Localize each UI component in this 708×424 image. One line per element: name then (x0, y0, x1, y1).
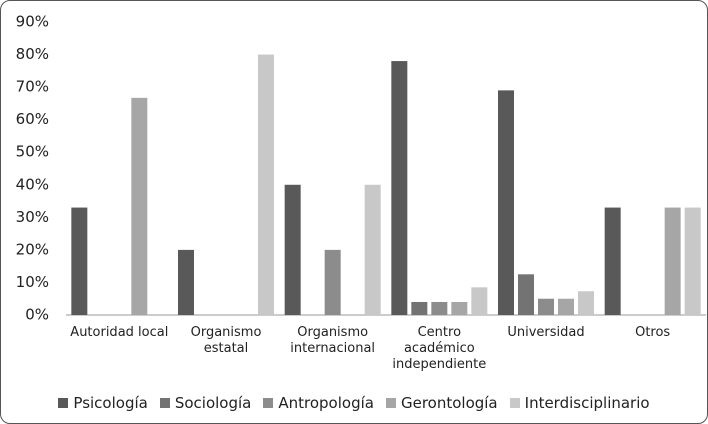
legend-item: Psicología (58, 394, 148, 412)
legend-swatch (58, 398, 69, 408)
legend-label: Sociología (174, 394, 252, 412)
bar (284, 184, 301, 315)
y-tick-label: 10% (16, 273, 49, 291)
x-tick-label: Centro académico independiente (392, 325, 487, 372)
legend-item: Interdisciplinario (509, 394, 650, 412)
bar (431, 301, 448, 315)
legend-label: Interdisciplinario (524, 394, 650, 412)
bar (411, 301, 428, 315)
y-tick-label: 20% (16, 240, 49, 258)
bar (324, 249, 341, 315)
x-tick-label: Autoridad local (70, 325, 169, 340)
x-tick-label: Universidad (507, 325, 585, 340)
legend-item: Antropología (263, 394, 374, 412)
legend: Psicología Sociología Antropología Gerontol… (1, 394, 707, 412)
bar (664, 207, 681, 315)
legend-label: Gerontología (400, 394, 498, 412)
y-tick-label: 70% (16, 78, 49, 96)
bar (498, 90, 514, 315)
legend-swatch (159, 398, 170, 408)
x-tick-label: Organismo estatal (190, 325, 262, 356)
y-tick-label: 50% (16, 143, 49, 161)
legend-item: Gerontología (385, 394, 498, 412)
bar (451, 301, 468, 315)
legend-item: Sociología (159, 394, 252, 412)
bar (364, 184, 381, 315)
y-tick-label: 60% (16, 110, 49, 128)
bar (538, 298, 554, 315)
legend-label: Antropología (278, 394, 374, 412)
bar (518, 274, 534, 315)
x-tick-label: Otros (635, 325, 671, 340)
y-tick-label: 30% (16, 208, 49, 226)
bar (558, 298, 574, 315)
bar (684, 207, 701, 315)
x-tick-label: Organismo internacional (290, 325, 376, 356)
y-tick-label: 80% (16, 45, 49, 63)
bar (578, 291, 594, 315)
legend-swatch (263, 398, 274, 408)
legend-label: Psicología (73, 394, 148, 412)
legend-swatch (385, 398, 396, 408)
bar (258, 54, 274, 316)
y-tick-label: 0% (25, 306, 49, 324)
bar (131, 97, 148, 315)
bar (391, 61, 408, 315)
legend-swatch (509, 398, 520, 408)
bar (178, 249, 194, 315)
y-tick-label: 90% (16, 13, 49, 31)
y-tick-label: 40% (16, 175, 49, 193)
bar (71, 207, 88, 315)
bar (604, 207, 621, 315)
bar (471, 287, 488, 315)
